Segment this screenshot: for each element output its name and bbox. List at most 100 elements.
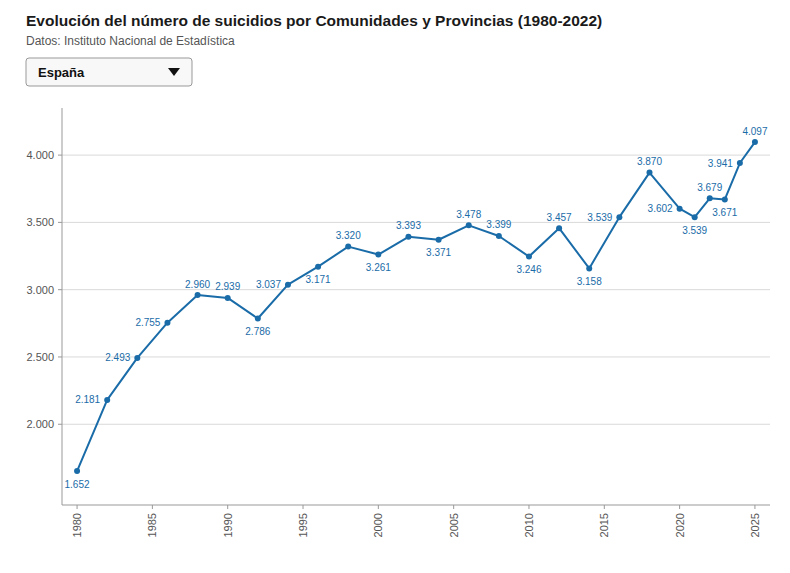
- point: [134, 355, 140, 361]
- chart: Evolución del número de suicidios por Co…: [0, 0, 790, 573]
- data-label: 2.960: [185, 279, 210, 290]
- grid-line: [62, 424, 770, 425]
- x-tick: [77, 505, 78, 509]
- x-tick: [679, 505, 680, 509]
- x-tick: [227, 505, 228, 509]
- x-tick-label: 1990: [222, 513, 234, 537]
- y-tick-label: 4.000: [26, 149, 54, 161]
- x-tick: [378, 505, 379, 509]
- point: [677, 206, 683, 212]
- point: [345, 244, 351, 250]
- point: [737, 160, 743, 166]
- point: [74, 468, 80, 474]
- data-label: 3.870: [637, 156, 662, 167]
- point: [692, 214, 698, 220]
- grid: [62, 155, 770, 424]
- y-tick-label: 2.500: [26, 351, 54, 363]
- point: [586, 265, 592, 271]
- point: [436, 237, 442, 243]
- y-tick: [58, 356, 62, 357]
- grid-line: [62, 289, 770, 290]
- x-tick-label: 2005: [448, 513, 460, 537]
- point: [104, 397, 110, 403]
- point: [225, 295, 231, 301]
- x-tick-label: 2025: [749, 513, 761, 537]
- data-label: 3.246: [516, 264, 541, 275]
- x-tick: [152, 505, 153, 509]
- data-label: 2.939: [215, 281, 240, 292]
- point: [722, 196, 728, 202]
- data-label: 4.097: [742, 126, 767, 137]
- point: [556, 225, 562, 231]
- point: [646, 170, 652, 176]
- x-tick-label: 1985: [146, 513, 158, 537]
- x-tick-label: 2010: [523, 513, 535, 537]
- point: [752, 139, 758, 145]
- data-label: 3.478: [456, 209, 481, 220]
- selector-label: España: [38, 65, 85, 80]
- data-label: 3.671: [712, 207, 737, 218]
- point: [375, 252, 381, 258]
- y-tick-label: 2.000: [26, 418, 54, 430]
- selector-arrow: [168, 68, 180, 76]
- x-tick: [754, 505, 755, 509]
- x-tick: [528, 505, 529, 509]
- y-tick: [58, 222, 62, 223]
- x-tick: [303, 505, 304, 509]
- point: [405, 234, 411, 240]
- data-label: 2.755: [135, 317, 160, 328]
- selector: España: [26, 58, 192, 86]
- data-label: 3.171: [306, 274, 331, 285]
- x-tick-label: 2015: [598, 513, 610, 537]
- data-label: 1.652: [65, 479, 90, 490]
- point: [496, 233, 502, 239]
- point: [315, 264, 321, 270]
- point: [526, 254, 532, 260]
- x-tick-label: 2000: [372, 513, 384, 537]
- data-label: 3.679: [697, 182, 722, 193]
- point: [195, 292, 201, 298]
- data-label: 3.457: [547, 212, 572, 223]
- point: [255, 315, 261, 321]
- plot-area: [74, 139, 758, 474]
- point: [466, 222, 472, 228]
- grid-line: [62, 356, 770, 357]
- y-tick: [58, 155, 62, 156]
- data-label: 3.371: [426, 247, 451, 258]
- data-label: 3.539: [682, 225, 707, 236]
- data-label: 3.158: [577, 276, 602, 287]
- data-label: 3.399: [486, 219, 511, 230]
- data-label: 3.037: [256, 279, 281, 290]
- y-tick-label: 3.500: [26, 216, 54, 228]
- data-label: 3.941: [708, 158, 733, 169]
- background: [0, 0, 790, 573]
- data-label: 3.261: [366, 262, 391, 273]
- y-tick: [58, 289, 62, 290]
- subtitle: Datos: Instituto Nacional de Estadística: [26, 34, 235, 48]
- line: [77, 142, 755, 471]
- data-label: 2.181: [75, 394, 100, 405]
- x-tick-label: 2020: [674, 513, 686, 537]
- point: [616, 214, 622, 220]
- data-label: 2.786: [245, 326, 270, 337]
- data-label: 3.393: [396, 220, 421, 231]
- x-tick-label: 1995: [297, 513, 309, 537]
- title: Evolución del número de suicidios por Co…: [26, 12, 602, 29]
- y-tick: [58, 424, 62, 425]
- point: [164, 320, 170, 326]
- data-labels: 1.652 2.181 2.493 2.755 2.960 2.939 2.786 3.037…: [65, 126, 768, 490]
- y-tick-label: 3.000: [26, 284, 54, 296]
- data-label: 3.539: [587, 212, 612, 223]
- point: [707, 195, 713, 201]
- data-label: 3.602: [648, 203, 673, 214]
- selector-box: [26, 58, 192, 86]
- x-tick: [453, 505, 454, 509]
- grid-line: [62, 155, 770, 156]
- y-axis: [62, 108, 63, 505]
- x-tick: [604, 505, 605, 509]
- data-label: 2.493: [105, 352, 130, 363]
- x-tick-label: 1980: [71, 513, 83, 537]
- data-label: 3.320: [336, 230, 361, 241]
- point: [285, 282, 291, 288]
- x-axis: [62, 505, 770, 506]
